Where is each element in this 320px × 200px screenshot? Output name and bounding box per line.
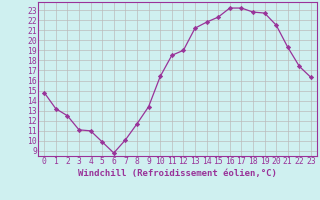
X-axis label: Windchill (Refroidissement éolien,°C): Windchill (Refroidissement éolien,°C) [78,169,277,178]
